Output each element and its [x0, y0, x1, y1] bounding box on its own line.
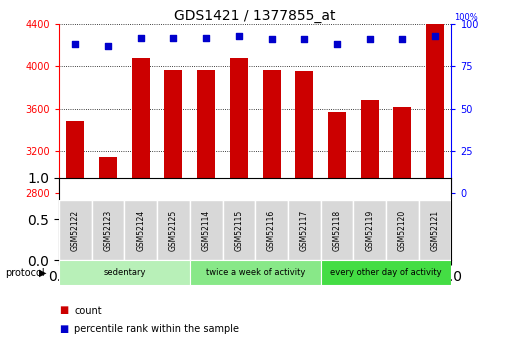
Text: GSM52117: GSM52117 — [300, 210, 309, 251]
Text: every other day of activity: every other day of activity — [330, 268, 442, 277]
Bar — [197, 70, 215, 345]
Text: GSM52114: GSM52114 — [202, 210, 211, 251]
Bar — [328, 112, 346, 345]
Text: GSM52115: GSM52115 — [234, 210, 243, 251]
FancyBboxPatch shape — [386, 200, 419, 260]
Bar — [99, 157, 117, 345]
FancyBboxPatch shape — [190, 200, 223, 260]
Text: count: count — [74, 306, 102, 315]
Text: twice a week of activity: twice a week of activity — [206, 268, 305, 277]
Text: sedentary: sedentary — [103, 268, 146, 277]
Title: GDS1421 / 1377855_at: GDS1421 / 1377855_at — [174, 9, 336, 23]
Point — [71, 42, 80, 47]
Bar — [263, 70, 281, 345]
Text: GSM52118: GSM52118 — [332, 210, 342, 251]
Point — [431, 33, 439, 39]
Point — [202, 35, 210, 40]
FancyBboxPatch shape — [255, 200, 288, 260]
FancyBboxPatch shape — [124, 200, 157, 260]
Point — [136, 35, 145, 40]
Text: ■: ■ — [59, 325, 68, 334]
Point — [398, 37, 406, 42]
Bar — [393, 107, 411, 345]
Text: GSM52119: GSM52119 — [365, 210, 374, 251]
FancyBboxPatch shape — [419, 200, 451, 260]
Bar — [66, 121, 84, 345]
Point — [104, 43, 112, 49]
Text: 100%: 100% — [454, 13, 478, 22]
Text: GSM52120: GSM52120 — [398, 210, 407, 251]
Bar — [165, 70, 183, 345]
Text: GSM52116: GSM52116 — [267, 210, 276, 251]
Bar — [361, 100, 379, 345]
Text: GSM52122: GSM52122 — [71, 210, 80, 251]
Text: GSM52125: GSM52125 — [169, 210, 178, 251]
Point — [333, 42, 341, 47]
Text: protocol: protocol — [5, 268, 45, 278]
FancyBboxPatch shape — [288, 200, 321, 260]
Bar — [295, 71, 313, 345]
FancyBboxPatch shape — [59, 260, 190, 285]
Point — [235, 33, 243, 39]
Point — [300, 37, 308, 42]
Bar — [426, 24, 444, 345]
Text: percentile rank within the sample: percentile rank within the sample — [74, 325, 240, 334]
FancyBboxPatch shape — [223, 200, 255, 260]
Bar — [132, 58, 150, 345]
Text: GSM52124: GSM52124 — [136, 210, 145, 251]
FancyBboxPatch shape — [321, 260, 451, 285]
FancyBboxPatch shape — [321, 200, 353, 260]
Point — [267, 37, 275, 42]
FancyBboxPatch shape — [157, 200, 190, 260]
FancyBboxPatch shape — [353, 200, 386, 260]
Point — [169, 35, 177, 40]
Text: GSM52121: GSM52121 — [430, 210, 440, 251]
Text: GSM52123: GSM52123 — [104, 210, 112, 251]
Bar — [230, 58, 248, 345]
Text: ▶: ▶ — [39, 268, 47, 278]
Text: ■: ■ — [59, 306, 68, 315]
Point — [366, 37, 374, 42]
FancyBboxPatch shape — [92, 200, 124, 260]
FancyBboxPatch shape — [190, 260, 321, 285]
FancyBboxPatch shape — [59, 200, 92, 260]
